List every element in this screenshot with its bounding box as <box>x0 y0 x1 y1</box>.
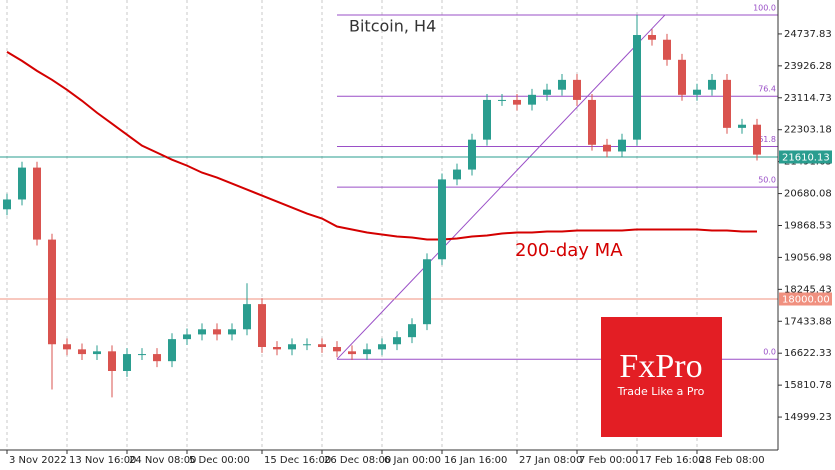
x-tick-label: 15 Dec 16:00 <box>264 455 331 466</box>
candle-body <box>528 94 536 105</box>
candle-body <box>18 167 26 200</box>
candle-body <box>558 79 566 90</box>
candle-body <box>393 337 401 345</box>
x-tick-label: 27 Jan 08:00 <box>519 455 582 466</box>
candle-body <box>318 344 326 348</box>
candle-body <box>543 89 551 95</box>
fib-label: 50.0 <box>758 176 776 185</box>
candle-body <box>363 349 371 355</box>
brand-box <box>601 317 722 437</box>
x-tick-label: 16 Jan 16:00 <box>444 455 507 466</box>
price-box <box>779 150 832 164</box>
candle-body <box>273 347 281 350</box>
candle-body <box>108 351 116 372</box>
candle-body <box>663 39 671 60</box>
candle-body <box>693 89 701 95</box>
x-tick-label: 24 Nov 08:00 <box>129 455 196 466</box>
y-tick-label: 18245.43 <box>784 284 832 295</box>
candle-body <box>3 199 11 210</box>
candle-body <box>753 124 761 155</box>
candle-body <box>288 344 296 350</box>
candle-body <box>48 239 56 345</box>
candle-body <box>648 35 656 40</box>
candle-body <box>228 329 236 335</box>
candle-body <box>348 351 356 355</box>
candle-body <box>303 344 311 346</box>
candle-body <box>603 144 611 152</box>
candle-body <box>333 347 341 352</box>
candle-body <box>708 79 716 90</box>
candle-body <box>33 167 41 240</box>
x-tick-label: 3 Nov 2022 <box>9 455 67 466</box>
candle-body <box>588 99 596 145</box>
candle-body <box>213 329 221 335</box>
chart-title: Bitcoin, H4 <box>349 17 436 36</box>
candle-body <box>93 351 101 355</box>
x-tick-label: 5 Dec 00:00 <box>189 455 250 466</box>
x-tick-label: 7 Feb 00:00 <box>579 455 638 466</box>
candle-body <box>243 304 251 330</box>
candle-body <box>78 349 86 355</box>
y-tick-label: 22303.18 <box>784 125 832 136</box>
candle-body <box>258 304 266 348</box>
candle-body <box>618 139 626 152</box>
y-tick-label: 17433.88 <box>784 316 832 327</box>
candle-body <box>408 324 416 338</box>
candle-body <box>168 339 176 362</box>
candle-body <box>123 354 131 372</box>
fib-label: 100.0 <box>753 3 776 12</box>
price-box <box>779 292 832 306</box>
candle-body <box>153 354 161 362</box>
x-tick-label: 26 Dec 08:00 <box>324 455 391 466</box>
candle-body <box>138 354 146 356</box>
y-tick-label: 24737.83 <box>784 29 832 40</box>
x-tick-label: 28 Feb 08:00 <box>699 455 765 466</box>
price-box-label: 21610.13 <box>782 152 830 163</box>
fib-trend <box>336 14 666 360</box>
y-tick-label: 14999.23 <box>784 412 832 423</box>
brand-tagline: Trade Like a Pro <box>617 385 705 398</box>
x-tick-label: 6 Jan 00:00 <box>384 455 441 466</box>
candle-body <box>513 99 521 105</box>
candle-body <box>738 124 746 128</box>
ma-line <box>6 51 757 241</box>
y-tick-label: 23114.73 <box>784 93 832 104</box>
y-tick-label: 19056.98 <box>784 252 832 263</box>
candle-body <box>423 259 431 325</box>
candle-body <box>468 139 476 170</box>
candle-body <box>183 334 191 340</box>
candle-body <box>723 79 731 128</box>
candle-body <box>573 79 581 100</box>
y-tick-label: 19868.53 <box>784 220 832 231</box>
brand-name: FxPro <box>619 348 702 385</box>
x-tick-label: 13 Nov 16:00 <box>69 455 136 466</box>
ma-label: 200-day MA <box>515 240 623 261</box>
y-tick-label: 16622.33 <box>784 348 832 359</box>
candle-body <box>453 169 461 180</box>
y-tick-label: 20680.08 <box>784 189 832 200</box>
fib-label: 61.8 <box>758 135 776 144</box>
candle-body <box>678 59 686 95</box>
candle-body <box>633 35 641 140</box>
candle-body <box>438 179 446 260</box>
price-box-label: 18000.00 <box>782 295 830 306</box>
x-tick-label: 17 Feb 16:00 <box>639 455 705 466</box>
candle-body <box>498 99 506 101</box>
candle-body <box>63 344 71 350</box>
fib-label: 0.0 <box>763 348 776 357</box>
candle-body <box>483 99 491 140</box>
fib-label: 76.4 <box>758 85 776 94</box>
y-tick-label: 23926.28 <box>784 61 832 72</box>
y-tick-label: 15810.78 <box>784 380 832 391</box>
candle-body <box>198 329 206 335</box>
candle-body <box>378 344 386 350</box>
